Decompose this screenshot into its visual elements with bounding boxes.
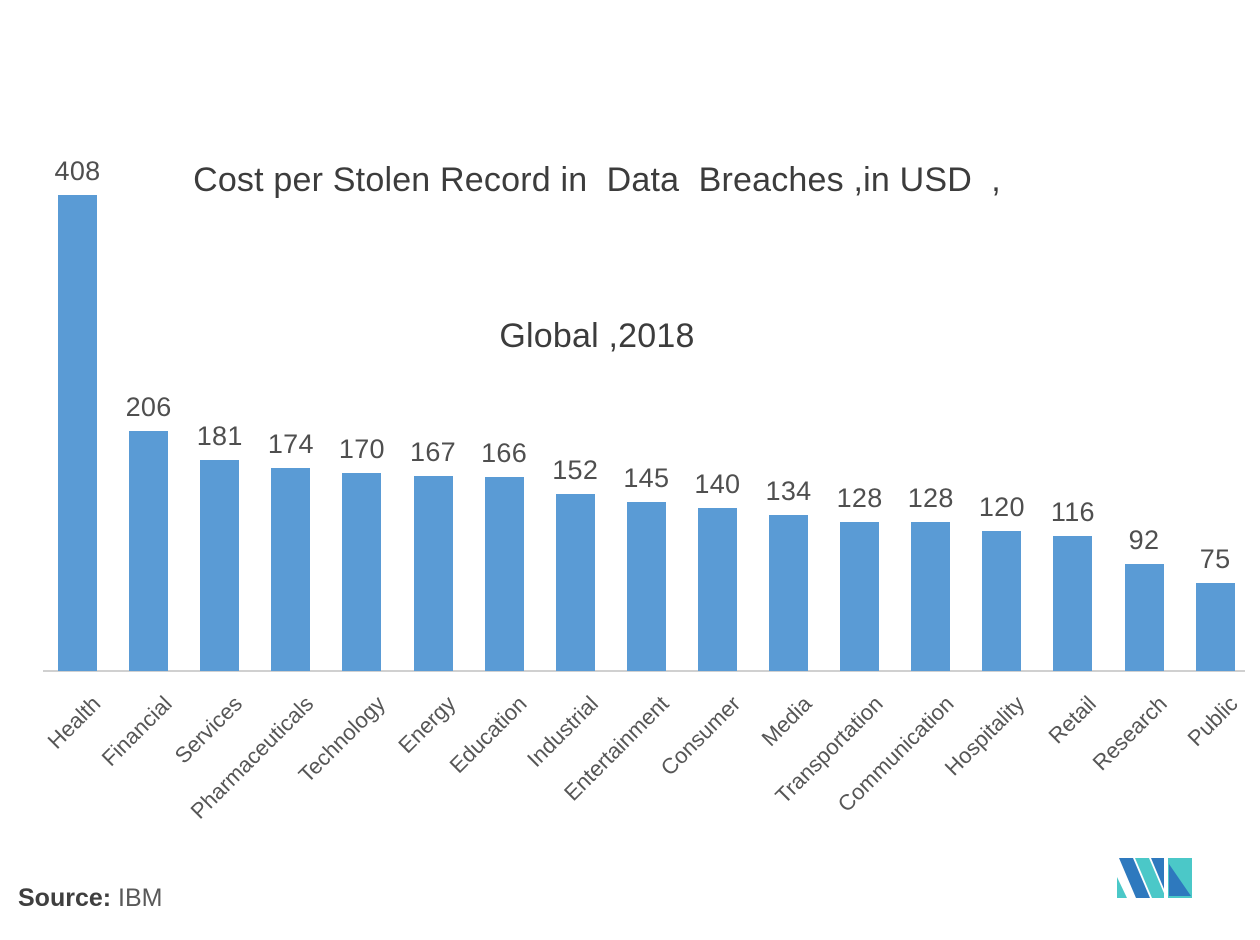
bar-value-label: 120 — [978, 492, 1025, 522]
bar-value-label: 145 — [623, 463, 670, 493]
chart-title-line2: Global ,2018 — [499, 317, 695, 355]
bar — [1053, 536, 1093, 671]
chart-title: Cost per Stolen Record in Data Breaches … — [0, 50, 1194, 466]
bar — [697, 508, 737, 671]
logo-middle-stripe — [1135, 858, 1164, 898]
category-label: Media — [756, 691, 817, 752]
bar — [271, 468, 311, 671]
category-label: Retail — [1043, 691, 1101, 749]
bar — [200, 460, 240, 671]
category-label: Education — [444, 691, 532, 778]
logo-left-triangle — [1117, 877, 1127, 898]
bar-value-label: 170 — [338, 434, 385, 464]
bar-value-label: 92 — [1128, 525, 1160, 555]
bar — [484, 477, 524, 671]
bar-value-label: 152 — [552, 455, 599, 485]
bar-value-label: 174 — [267, 429, 314, 459]
bar — [342, 473, 382, 671]
bar — [840, 522, 880, 671]
source-note: Source: IBM — [18, 884, 163, 913]
bar — [1195, 583, 1235, 671]
bar — [555, 494, 595, 671]
category-label: Health — [42, 691, 106, 754]
category-label: Public — [1182, 691, 1243, 752]
bar-value-label: 75 — [1199, 544, 1231, 574]
bar — [1124, 564, 1164, 671]
source-label: Source: — [18, 884, 112, 912]
bar-value-label: 140 — [694, 469, 741, 499]
logo-left-stripe — [1119, 858, 1150, 898]
bar — [129, 431, 169, 671]
bar-value-label: 408 — [54, 156, 101, 186]
category-label: Pharmaceuticals — [185, 691, 319, 824]
bar — [769, 515, 808, 671]
mordor-intelligence-logo — [1117, 858, 1192, 898]
bar-value-label: 181 — [196, 421, 243, 451]
bar-value-label: 134 — [765, 476, 812, 506]
bar — [626, 502, 666, 671]
category-label: Financial — [96, 691, 177, 771]
category-label: Research — [1087, 691, 1172, 776]
bar-value-label: 128 — [907, 483, 954, 513]
bar — [982, 531, 1022, 671]
bar-value-label: 128 — [836, 483, 883, 513]
bar-value-label: 166 — [481, 438, 528, 468]
source-value-text: IBM — [118, 884, 163, 912]
bar-value-label: 206 — [125, 392, 172, 422]
bar — [413, 476, 453, 671]
logo-bar-triangle — [1169, 864, 1191, 896]
x-axis-line — [43, 670, 1245, 672]
bar — [58, 195, 97, 671]
bar — [911, 522, 951, 671]
chart-title-line1: Cost per Stolen Record in Data Breaches … — [193, 161, 1001, 199]
category-label: Energy — [393, 691, 461, 758]
bar-value-label: 116 — [1050, 497, 1095, 527]
logo-right-stripe — [1151, 858, 1164, 889]
bar-value-label: 167 — [410, 437, 456, 467]
